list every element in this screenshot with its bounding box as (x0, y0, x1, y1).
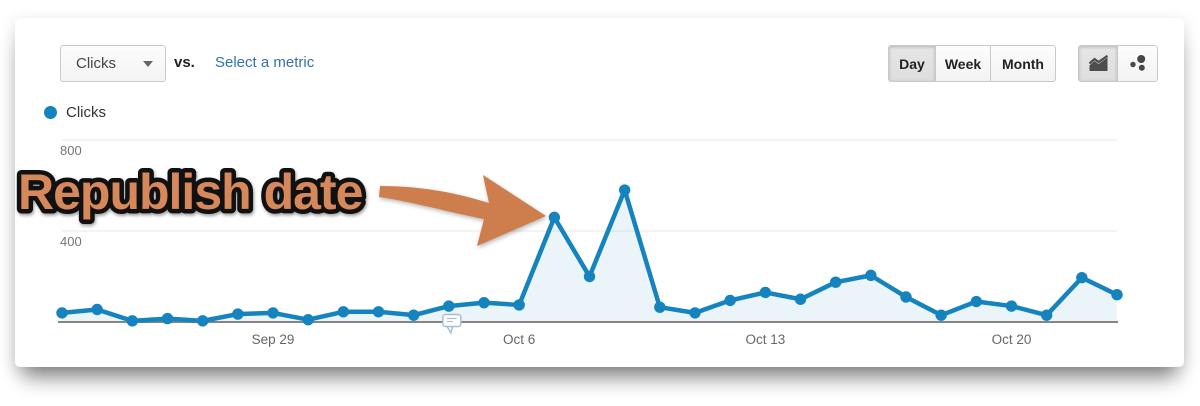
line-chart-icon (1088, 55, 1108, 71)
granularity-toggle: Day Week Month (888, 45, 1056, 82)
granularity-week-button[interactable]: Week (936, 46, 991, 81)
select-metric-link[interactable]: Select a metric (215, 54, 315, 71)
granularity-day-button[interactable]: Day (889, 46, 936, 81)
legend-label: Clicks (66, 104, 106, 121)
vs-label: vs. (174, 54, 195, 71)
legend: Clicks (44, 104, 106, 121)
metric-dropdown[interactable]: Clicks (60, 45, 166, 82)
chart-type-toggle (1078, 45, 1158, 82)
metric-dropdown-label: Clicks (76, 55, 116, 72)
legend-dot-icon (44, 106, 57, 119)
granularity-month-button[interactable]: Month (991, 46, 1055, 81)
caret-down-icon (143, 60, 153, 67)
motion-chart-button[interactable] (1118, 46, 1157, 81)
line-chart-button[interactable] (1079, 46, 1118, 81)
motion-chart-icon (1129, 55, 1145, 71)
analytics-panel: Clicks vs. Select a metric Day Week Mont… (15, 18, 1184, 367)
